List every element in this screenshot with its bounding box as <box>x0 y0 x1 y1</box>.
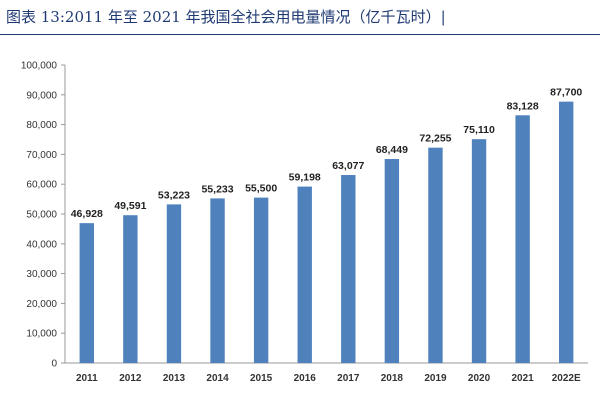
y-tick-label: 80,000 <box>26 120 57 131</box>
x-axis-ticks: 2011 2012 2013 2014 2015 2016 2017 2018 2019 2020… <box>76 373 581 384</box>
data-label-2012: 49,591 <box>114 200 146 212</box>
y-tick-label: 50,000 <box>26 210 57 221</box>
data-label-2018: 68,449 <box>376 144 408 156</box>
y-tick-label: 0 <box>51 359 57 370</box>
data-label-2019: 72,255 <box>419 133 451 145</box>
data-label-2014: 55,233 <box>201 183 233 195</box>
data-label-2022E: 87,700 <box>550 87 582 99</box>
data-label-2020: 75,110 <box>463 124 495 136</box>
title-divider <box>0 34 600 35</box>
data-label-2013: 53,223 <box>158 189 190 201</box>
x-tick-label-2018: 2018 <box>381 373 404 384</box>
bar-2016 <box>297 186 312 363</box>
data-label-2011: 46,928 <box>71 208 103 220</box>
bar-2021 <box>515 115 530 363</box>
bar-2014 <box>210 198 225 363</box>
data-label-2021: 83,128 <box>507 100 539 112</box>
x-tick-label-2012: 2012 <box>119 373 142 384</box>
x-tick-label-2020: 2020 <box>468 373 491 384</box>
bar-2015 <box>253 197 269 363</box>
x-tick-label-2015: 2015 <box>250 373 273 384</box>
bars-group <box>79 101 574 364</box>
y-tick-label: 100,000 <box>21 61 58 72</box>
y-tick-label: 60,000 <box>26 180 57 191</box>
data-label-2015: 55,500 <box>245 183 277 195</box>
x-tick-label-2013: 2013 <box>163 373 186 384</box>
y-tick-label: 40,000 <box>26 239 57 250</box>
y-axis-ticks: 0 10,000 20,000 30,000 40,000 50,000 60,000 70,… <box>21 61 65 370</box>
data-label-2017: 63,077 <box>332 160 364 172</box>
bar-2020 <box>471 139 487 363</box>
bar-2011 <box>79 223 94 363</box>
y-tick-label: 90,000 <box>26 90 57 101</box>
chart-title: 图表 13:2011 年至 2021 年我国全社会用电量情况（亿千瓦时）| <box>6 8 446 26</box>
x-tick-label-2019: 2019 <box>424 373 447 384</box>
x-tick-label-2022E: 2022E <box>552 373 581 384</box>
bar-2018 <box>384 159 400 363</box>
x-tick-label-2017: 2017 <box>337 373 360 384</box>
y-tick-label: 10,000 <box>26 329 57 340</box>
x-tick-label-2016: 2016 <box>294 373 317 384</box>
bar-2017 <box>341 175 356 363</box>
data-label-2016: 59,198 <box>289 172 321 184</box>
y-tick-label: 70,000 <box>26 150 57 161</box>
x-tick-label-2011: 2011 <box>76 373 98 384</box>
bar-2012 <box>123 215 138 363</box>
bar-2013 <box>166 204 182 363</box>
x-tick-label-2021: 2021 <box>512 373 535 384</box>
bar-2019 <box>428 147 443 363</box>
x-tick-label-2014: 2014 <box>206 373 229 384</box>
y-tick-label: 20,000 <box>26 299 57 310</box>
y-tick-label: 30,000 <box>26 269 57 280</box>
data-labels-group: 46,928 49,591 53,223 55,233 55,500 59,198 63,0… <box>71 87 583 221</box>
bar-2022E <box>559 101 574 364</box>
